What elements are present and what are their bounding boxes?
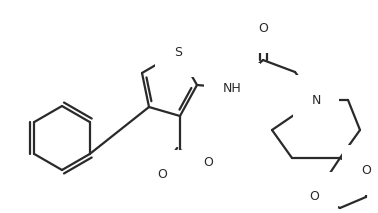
Text: O: O	[361, 164, 371, 177]
Text: O: O	[157, 168, 167, 181]
Text: NH: NH	[223, 82, 242, 95]
Text: O: O	[258, 22, 268, 35]
Text: O: O	[203, 157, 213, 170]
Text: N: N	[311, 94, 321, 106]
Text: S: S	[174, 46, 182, 59]
Text: O: O	[309, 190, 319, 203]
